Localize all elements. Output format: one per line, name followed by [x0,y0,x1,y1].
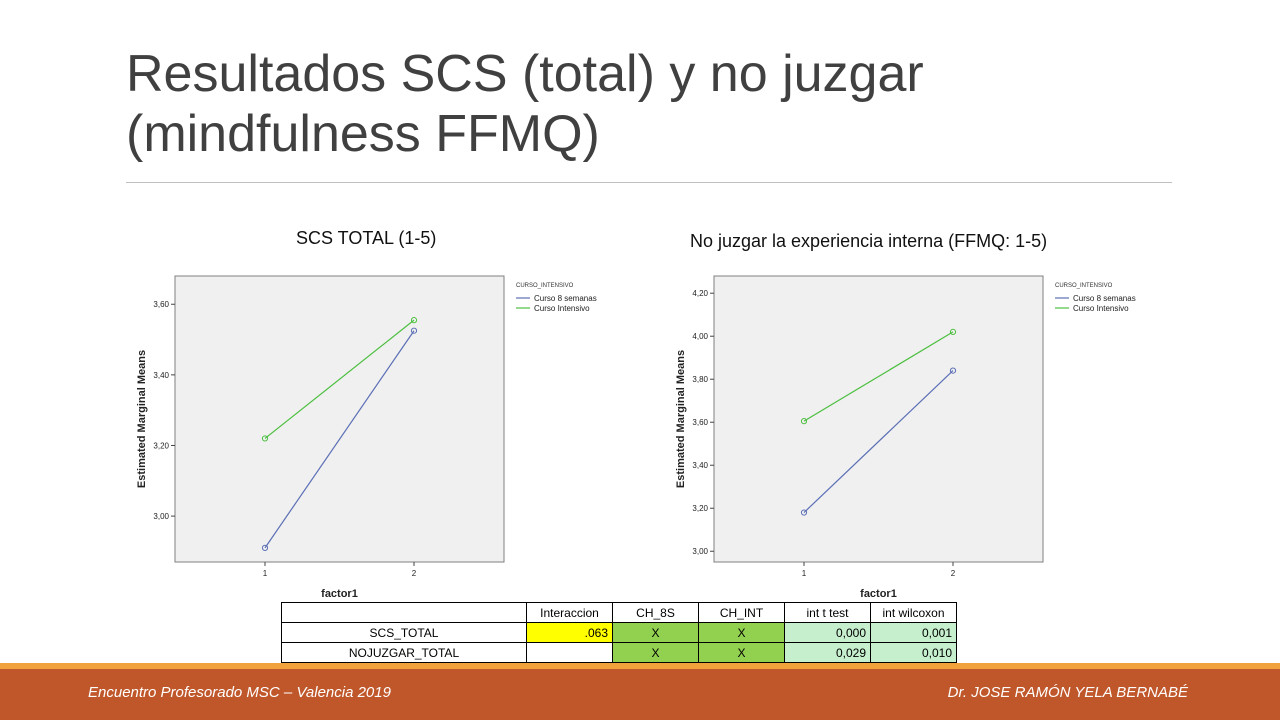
table-cell: SCS_TOTAL [281,622,527,643]
chart-no-juzgar: 3,00 3,20 3,40 3,60 3,80 4,00 4,20 1 2 factor1 Est… [672,270,1152,607]
x-axis-label: factor1 [321,588,358,600]
results-table: Interaccion CH_8S CH_INT int t test int … [281,602,957,663]
y-tick-label: 3,60 [692,418,708,427]
chart-svg: 3,00 3,20 3,40 3,60 1 2 factor1 Estimated Margi… [136,275,597,600]
table-header-cell: CH_8S [612,602,699,623]
y-axis-label: Estimated Marginal Means [136,350,148,488]
legend-label: Curso Intensivo [1073,304,1129,313]
table-cell: .063 [526,622,613,643]
table-cell: 0,001 [870,622,957,643]
chart-svg: 3,00 3,20 3,40 3,60 3,80 4,00 4,20 1 2 factor1 Est… [675,275,1136,600]
x-tick-label: 1 [802,569,807,578]
series-line [264,319,415,439]
data-point [800,418,808,425]
table-cell: 0,010 [870,642,957,663]
y-tick-label: 4,20 [692,289,708,298]
table-header-cell: CH_INT [698,602,785,623]
table-header-cell [281,602,527,623]
legend-label: Curso 8 semanas [534,294,597,303]
y-tick-label: 3,00 [692,547,708,556]
table-cell: 0,029 [784,642,871,663]
title-line-2: (mindfulness FFMQ) [126,105,600,163]
table-cell: X [612,642,699,663]
plot-area [174,275,505,563]
x-tick-label: 2 [951,569,956,578]
slide-title: Resultados SCS (total) y no juzgar (mind… [126,44,1176,164]
y-tick-label: 4,00 [692,332,708,341]
legend-label: Curso Intensivo [534,304,590,313]
x-axis-label: factor1 [860,588,897,600]
data-point [800,509,808,516]
legend-title: CURSO_INTENSIVO [1055,283,1113,289]
x-tick-label: 2 [412,569,417,578]
y-tick-label: 3,20 [692,504,708,513]
y-axis-label: Estimated Marginal Means [675,350,687,488]
table-cell: X [698,642,785,663]
y-tick-label: 3,20 [153,441,169,450]
data-point [261,435,269,442]
data-point [949,367,957,374]
table-cell: 0,000 [784,622,871,643]
title-divider [126,182,1172,183]
plot-area [713,275,1044,563]
y-tick-label: 3,60 [153,300,169,309]
legend-label: Curso 8 semanas [1073,294,1136,303]
data-point [261,544,269,551]
chart-scs-total: 3,00 3,20 3,40 3,60 1 2 factor1 Estimated Margi… [133,270,613,607]
data-point [949,328,957,336]
table-header-cell: Interaccion [526,602,613,623]
y-tick-label: 3,00 [153,512,169,521]
y-tick-label: 3,80 [692,375,708,384]
table-header-cell: int wilcoxon [870,602,957,623]
subtitle-no-juzgar: No juzgar la experiencia interna (FFMQ: … [690,231,1048,251]
data-point [410,327,418,334]
footer-accent-line [0,663,1280,669]
series-line [803,331,954,422]
data-point [410,317,418,324]
table-cell: X [698,622,785,643]
table-cell: X [612,622,699,643]
table-cell: NOJUZGAR_TOTAL [281,642,527,663]
y-tick-label: 3,40 [692,461,708,470]
table-row: SCS_TOTAL .063 X X 0,000 0,001 [281,622,957,643]
x-tick-label: 1 [263,569,268,578]
footer-bar: Encuentro Profesorado MSC – Valencia 201… [0,669,1280,720]
series-line [264,330,415,549]
legend-title: CURSO_INTENSIVO [516,283,574,289]
footer-author: Dr. JOSE RAMÓN YELA BERNABÉ [947,684,1188,701]
title-line-1: Resultados SCS (total) y no juzgar [126,45,924,103]
table-row: NOJUZGAR_TOTAL X X 0,029 0,010 [281,642,957,663]
table-header-row: Interaccion CH_8S CH_INT int t test int … [281,602,957,623]
series-line [803,370,954,513]
table-cell [526,642,613,663]
subtitle-scs-total: SCS TOTAL (1-5) [296,228,437,248]
footer-event: Encuentro Profesorado MSC – Valencia 201… [88,684,391,701]
y-tick-label: 3,40 [153,371,169,380]
table-header-cell: int t test [784,602,871,623]
